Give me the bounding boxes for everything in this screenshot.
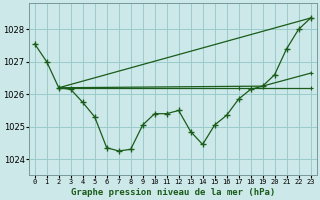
X-axis label: Graphe pression niveau de la mer (hPa): Graphe pression niveau de la mer (hPa) <box>70 188 275 197</box>
